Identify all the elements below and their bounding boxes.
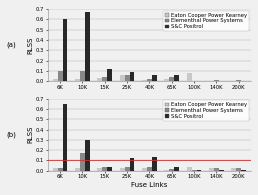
Bar (102, 167, 107, 171)
Bar (164, 79, 169, 81)
Bar (219, 170, 224, 171)
Bar (147, 79, 152, 81)
Bar (187, 73, 192, 81)
Bar (80, 153, 85, 171)
Bar (62, 19, 67, 81)
Bar (125, 75, 130, 81)
Bar (97, 78, 102, 81)
Bar (80, 71, 85, 81)
Bar (130, 72, 134, 81)
X-axis label: Fuse Links: Fuse Links (131, 182, 168, 188)
Bar (169, 77, 174, 81)
Bar (58, 71, 62, 81)
Bar (214, 80, 219, 81)
Y-axis label: RLSS: RLSS (27, 36, 33, 54)
Bar (209, 168, 214, 171)
Bar (147, 167, 152, 171)
Bar (107, 69, 112, 81)
Bar (142, 168, 147, 171)
Bar (62, 104, 67, 171)
Bar (120, 75, 125, 81)
Bar (236, 80, 241, 81)
Legend: Eaton Cooper Power Kearney, Elementhal Power Systems, S&C Positrol: Eaton Cooper Power Kearney, Elementhal P… (163, 11, 249, 31)
Bar (75, 79, 80, 81)
Legend: Eaton Cooper Power Kearney, Elementhal Power Systems, S&C Positrol: Eaton Cooper Power Kearney, Elementhal P… (163, 100, 249, 121)
Bar (169, 169, 174, 171)
Bar (102, 77, 107, 81)
Bar (107, 167, 112, 171)
Bar (85, 140, 90, 171)
Bar (130, 158, 134, 171)
Text: (a): (a) (6, 42, 16, 48)
Bar (53, 168, 58, 171)
Bar (197, 170, 201, 171)
Bar (142, 80, 147, 81)
Bar (164, 170, 169, 171)
Bar (125, 167, 130, 171)
Text: (b): (b) (6, 131, 16, 138)
Bar (241, 170, 246, 171)
Bar (152, 75, 157, 81)
Bar (187, 167, 192, 171)
Bar (75, 168, 80, 171)
Bar (97, 168, 102, 171)
Bar (152, 157, 157, 171)
Bar (53, 79, 58, 81)
Bar (192, 170, 197, 171)
Bar (214, 168, 219, 171)
Bar (120, 168, 125, 171)
Bar (85, 12, 90, 81)
Bar (174, 75, 179, 81)
Bar (174, 167, 179, 171)
Bar (236, 168, 241, 171)
Bar (231, 168, 236, 171)
Bar (58, 168, 62, 171)
Y-axis label: RLSS: RLSS (27, 126, 33, 143)
